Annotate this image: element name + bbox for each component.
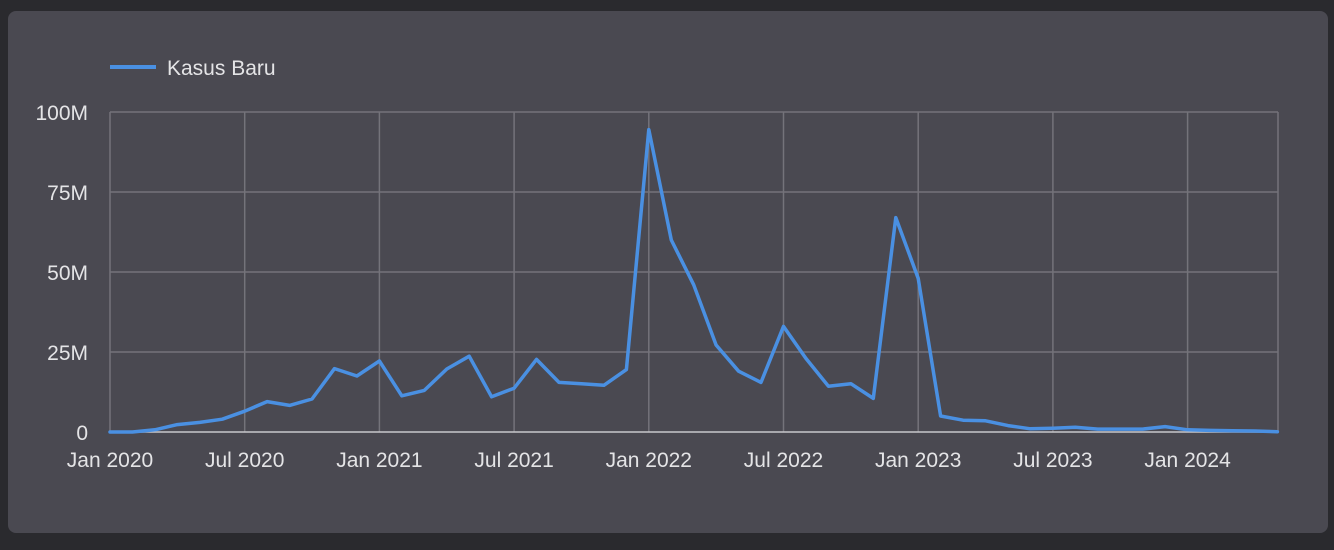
y-axis-ticks: 0 25M 50M 75M 100M <box>35 102 88 445</box>
x-tick-label: Jan 2023 <box>875 449 961 472</box>
grid <box>109 111 1279 432</box>
y-tick-label: 100M <box>35 102 88 125</box>
x-axis-ticks: Jan 2020 Jul 2020 Jan 2021 Jul 2021 Jan 2022… <box>67 449 1231 472</box>
y-tick-label: 0 <box>76 422 88 445</box>
x-tick-label: Jan 2021 <box>336 449 422 472</box>
x-tick-label: Jul 2023 <box>1013 449 1092 472</box>
x-tick-label: Jan 2020 <box>67 449 153 472</box>
y-tick-label: 50M <box>47 262 88 285</box>
y-tick-label: 75M <box>47 182 88 205</box>
series-line-kasus-baru[interactable] <box>108 127 1280 434</box>
x-tick-label: Jul 2022 <box>744 449 823 472</box>
legend-label-kasus-baru: Kasus Baru <box>167 57 276 80</box>
x-tick-label: Jul 2021 <box>474 449 553 472</box>
x-tick-label: Jan 2022 <box>606 449 692 472</box>
series <box>108 127 1280 434</box>
x-tick-label: Jul 2020 <box>205 449 284 472</box>
legend[interactable]: Kasus Baru <box>110 57 276 80</box>
y-tick-label: 25M <box>47 342 88 365</box>
x-tick-label: Jan 2024 <box>1144 449 1231 472</box>
